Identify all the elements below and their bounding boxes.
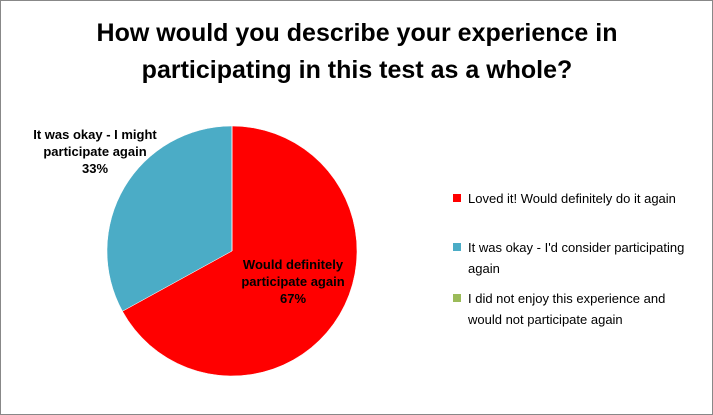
legend-item: I did not enjoy this experience and woul… [453, 288, 688, 330]
legend-label: Loved it! Would definitely do it again [468, 191, 676, 206]
pie-slice [122, 125, 358, 377]
legend-label: It was okay - I'd consider participating… [468, 240, 685, 276]
data-label-name: It was okay - I might participate again [33, 127, 157, 159]
legend-swatch [453, 294, 461, 302]
pie-slice [106, 125, 233, 312]
legend-item: Loved it! Would definitely do it again [453, 188, 688, 209]
legend-swatch [453, 243, 461, 251]
data-label-value: 67% [279, 291, 307, 306]
legend-label: I did not enjoy this experience and woul… [468, 291, 666, 327]
data-label-name: Would definitely participate again [241, 257, 345, 289]
data-label: It was okay - I might participate again 3… [31, 126, 159, 177]
data-label-value: 33% [81, 161, 109, 176]
legend-item: It was okay - I'd consider participating… [453, 237, 688, 279]
legend-swatch [453, 194, 461, 202]
data-label: Would definitely participate again 67% [228, 256, 358, 307]
chart-title: How would you describe your experience i… [96, 19, 618, 84]
